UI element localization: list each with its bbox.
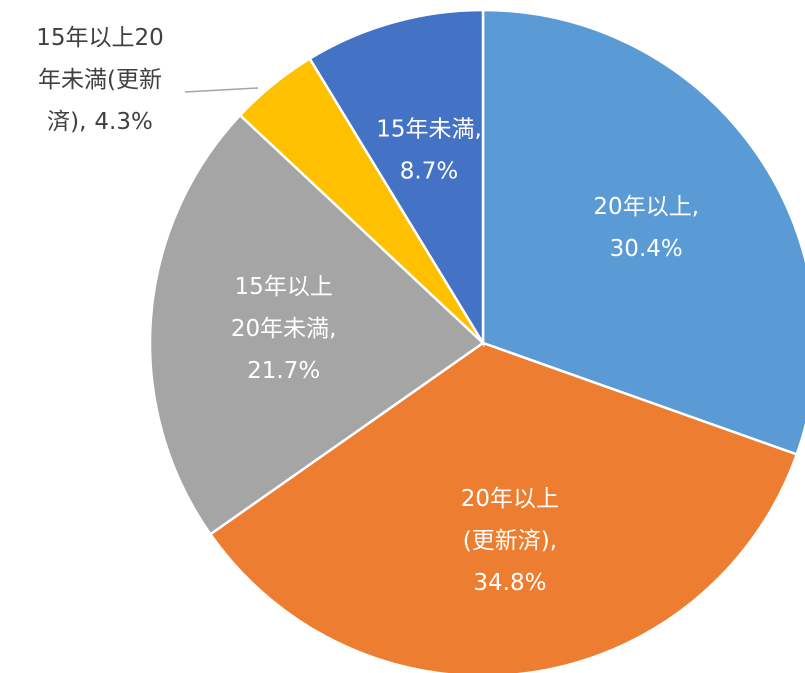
category-label: 20年未満, bbox=[231, 315, 337, 341]
data-label: 15年以上20 年未満(更新済), 4.3% bbox=[36, 25, 164, 135]
category-label: 20年以上, bbox=[593, 193, 699, 219]
category-label: 済), bbox=[47, 109, 86, 135]
value-label: 21.7% bbox=[247, 357, 320, 383]
data-label: 20年以上 (更新済), 34.8% bbox=[461, 485, 559, 595]
data-label: 15年未満, 8.7% bbox=[376, 116, 482, 184]
pie-slice bbox=[148, 113, 485, 536]
pie bbox=[148, 8, 805, 673]
pie-slice bbox=[481, 8, 805, 457]
pie-slice bbox=[308, 8, 485, 348]
data-label: 15年以上 20年未満, 21.7% bbox=[231, 273, 337, 383]
leader-line bbox=[184, 87, 259, 93]
category-label: 15年未満, bbox=[376, 116, 482, 142]
category-label: 年未満(更新 bbox=[38, 67, 162, 93]
category-label: (更新済), bbox=[463, 527, 557, 553]
value-label: 8.7% bbox=[400, 158, 458, 184]
data-label: 20年以上, 30.4% bbox=[593, 193, 699, 261]
value-label: 4.3% bbox=[94, 109, 152, 135]
category-label: 15年以上 bbox=[235, 273, 333, 299]
value-label: 30.4% bbox=[610, 235, 683, 261]
category-label: 15年以上20 bbox=[36, 25, 164, 51]
data-labels: 20年以上, 30.4% 20年以上 (更新済), 34.8% 15年以上 20年未満, 21… bbox=[36, 25, 699, 596]
value-label: 34.8% bbox=[473, 569, 546, 595]
category-label: 20年以上 bbox=[461, 485, 559, 511]
